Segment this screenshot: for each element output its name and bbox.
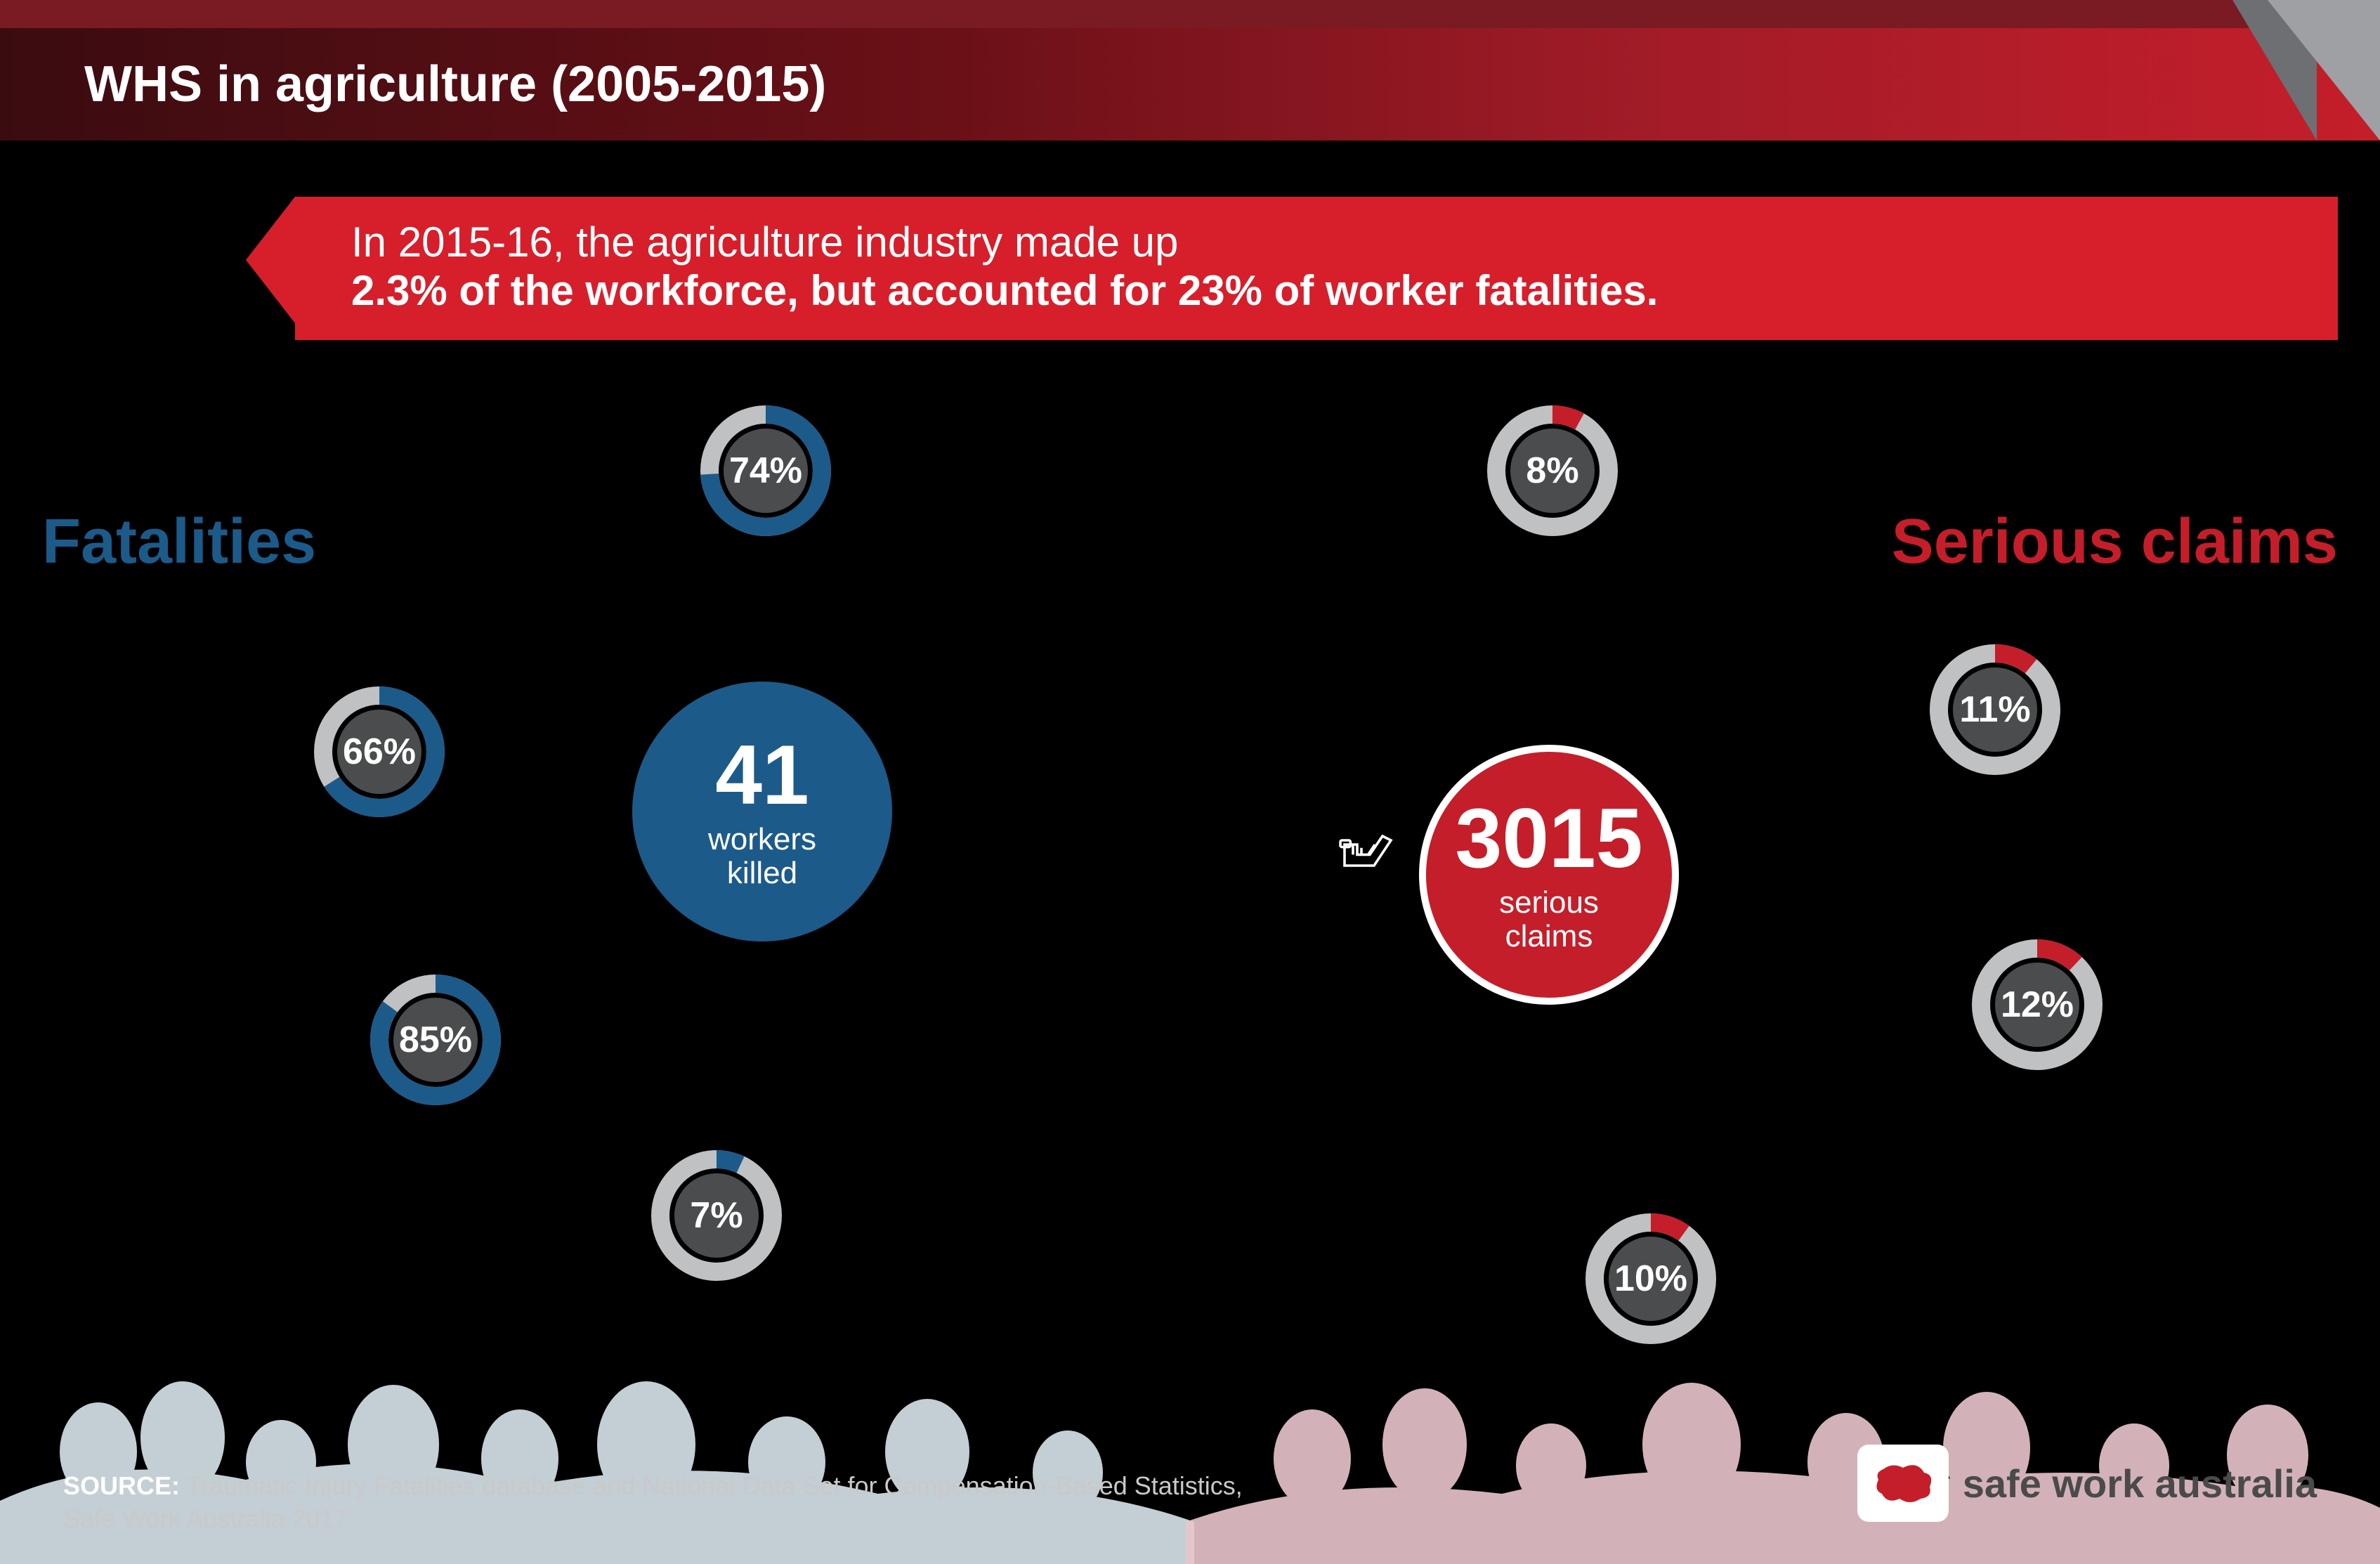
- top-strip: [0, 0, 2380, 28]
- claims-number: 3015: [1456, 796, 1643, 880]
- claims-donut: 12%: [1967, 934, 2107, 1075]
- claims-subtext: seriousclaims: [1499, 886, 1599, 954]
- callout-notch: [246, 197, 295, 323]
- claims-center-circle: 3015 seriousclaims: [1419, 745, 1679, 1005]
- claims-donut-label: 11%: [1925, 639, 2065, 780]
- header-bar: WHS in agriculture (2005-2015): [0, 28, 2380, 141]
- fatalities-donut-label: 85%: [365, 970, 506, 1110]
- claims-heading: Serious claims: [1892, 506, 2338, 578]
- callout-bar: In 2015-16, the agriculture industry mad…: [295, 197, 2338, 340]
- fatalities-donut: 85%: [365, 970, 506, 1110]
- page-title: WHS in agriculture (2005-2015): [84, 56, 826, 113]
- fatalities-subtext: workerskilled: [708, 823, 816, 891]
- brand-logo: safe work australia: [1857, 1445, 2317, 1522]
- fatalities-donut: 7%: [646, 1145, 787, 1286]
- source-prefix: SOURCE:: [63, 1471, 180, 1500]
- claims-donut-label: 12%: [1967, 934, 2107, 1075]
- injury-icon: [1328, 794, 1412, 882]
- fatalities-donut: 66%: [309, 682, 450, 822]
- claims-donut-label: 8%: [1482, 400, 1623, 541]
- callout-line-1: In 2015-16, the agriculture industry mad…: [351, 218, 2296, 266]
- claims-donut-label: 10%: [1581, 1208, 1721, 1349]
- logo-text: safe work australia: [1963, 1461, 2317, 1506]
- source-citation: SOURCE: Traumatic Injury Fatalities data…: [63, 1470, 1257, 1536]
- claims-donut: 11%: [1925, 639, 2065, 780]
- callout-line-2: 2.3% of the workforce, but accounted for…: [351, 266, 2296, 315]
- fatalities-heading: Fatalities: [42, 506, 316, 578]
- fatalities-center-circle: 41 workerskilled: [632, 682, 892, 941]
- logo-badge: [1857, 1445, 1949, 1522]
- claims-donut: 8%: [1482, 400, 1623, 541]
- fatalities-number: 41: [715, 733, 809, 817]
- fatalities-donut-label: 66%: [309, 682, 450, 822]
- fatalities-donut-label: 7%: [646, 1145, 787, 1286]
- claims-donut: 10%: [1581, 1208, 1721, 1349]
- fatalities-donut-label: 74%: [695, 400, 836, 541]
- source-text: Traumatic Injury Fatalities database and…: [63, 1471, 1243, 1533]
- fatalities-donut: 74%: [695, 400, 836, 541]
- header-corner-light: [2268, 0, 2380, 141]
